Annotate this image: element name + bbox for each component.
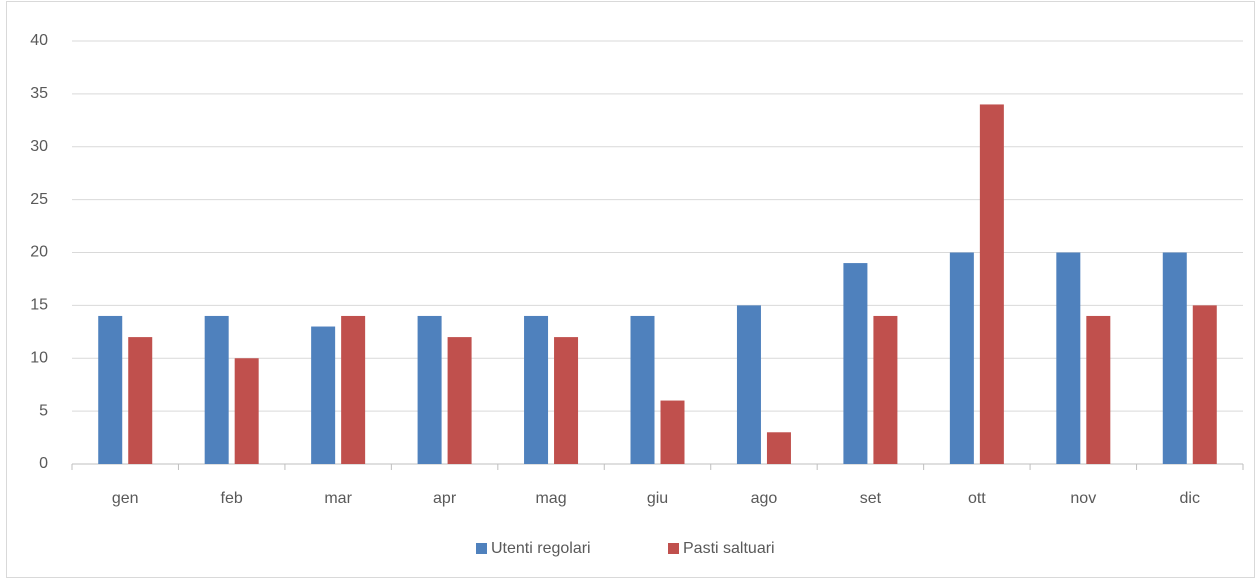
y-tick-label: 5 [39,402,48,419]
y-tick-label: 15 [30,297,48,314]
y-tick-label: 35 [30,85,48,102]
bar [979,104,1004,464]
bar [417,315,442,464]
x-tick-label: mar [324,490,352,507]
bar [660,400,685,464]
bar [630,315,655,464]
bar [1162,252,1187,464]
bar [524,315,549,464]
x-tick-label: ott [968,490,986,507]
x-tick-label: set [860,490,882,507]
bar [204,315,229,464]
y-tick-label: 0 [39,455,48,472]
legend-label: Utenti regolari [491,540,591,557]
bar [554,337,579,464]
bar [447,337,472,464]
legend-label: Pasti saltuari [683,540,775,557]
y-tick-label: 10 [30,349,48,366]
y-tick-label: 25 [30,191,48,208]
bar [736,305,761,464]
x-tick-label: nov [1070,490,1096,507]
bar [766,432,791,464]
x-tick-label: feb [221,490,243,507]
chart-border [6,1,1255,578]
bar [234,358,259,464]
x-tick-label: apr [433,490,457,507]
bar [128,337,153,464]
bar [98,315,123,464]
bar [873,315,898,464]
x-tick-label: giu [647,490,668,507]
bar [1056,252,1081,464]
bar [1086,315,1111,464]
bar [311,326,336,464]
y-tick-label: 20 [30,244,48,261]
y-tick-label: 30 [30,138,48,155]
bar [843,263,868,464]
bar [949,252,974,464]
y-tick-label: 40 [30,32,48,49]
legend-swatch [476,543,487,554]
bar [341,315,366,464]
x-tick-label: ago [751,490,778,507]
x-tick-label: gen [112,490,139,507]
x-tick-label: mag [535,490,566,507]
x-tick-label: dic [1180,490,1200,507]
bar [1192,305,1217,464]
legend-swatch [668,543,679,554]
